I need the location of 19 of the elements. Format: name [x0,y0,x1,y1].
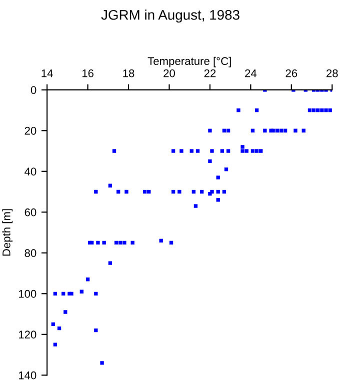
y-tick-label: 60 [24,208,36,216]
y-axis-title: Depth [m] [2,209,13,256]
y-tick-label: 140 [18,371,36,380]
x-tick-label: 14 [42,69,53,78]
x-tick-label: 28 [326,69,338,78]
y-tick-label: 120 [18,330,36,339]
x-tick-label: 24 [245,69,257,78]
x-axis-title: Temperature [°C] [148,56,231,68]
y-tick-label: 40 [24,168,36,176]
y-tick-label: 100 [18,290,36,298]
y-tick-label: 0 [30,86,36,94]
chart-title: JGRM in August, 1983 [101,10,240,23]
x-tick-label: 18 [123,69,134,78]
y-tick-label: 20 [24,126,36,135]
y-tick-label: 80 [24,249,36,258]
x-tick-label: 26 [286,69,298,78]
x-tick-label: 22 [204,69,216,78]
x-tick-label: 20 [164,69,175,78]
x-tick-label: 16 [82,69,94,78]
